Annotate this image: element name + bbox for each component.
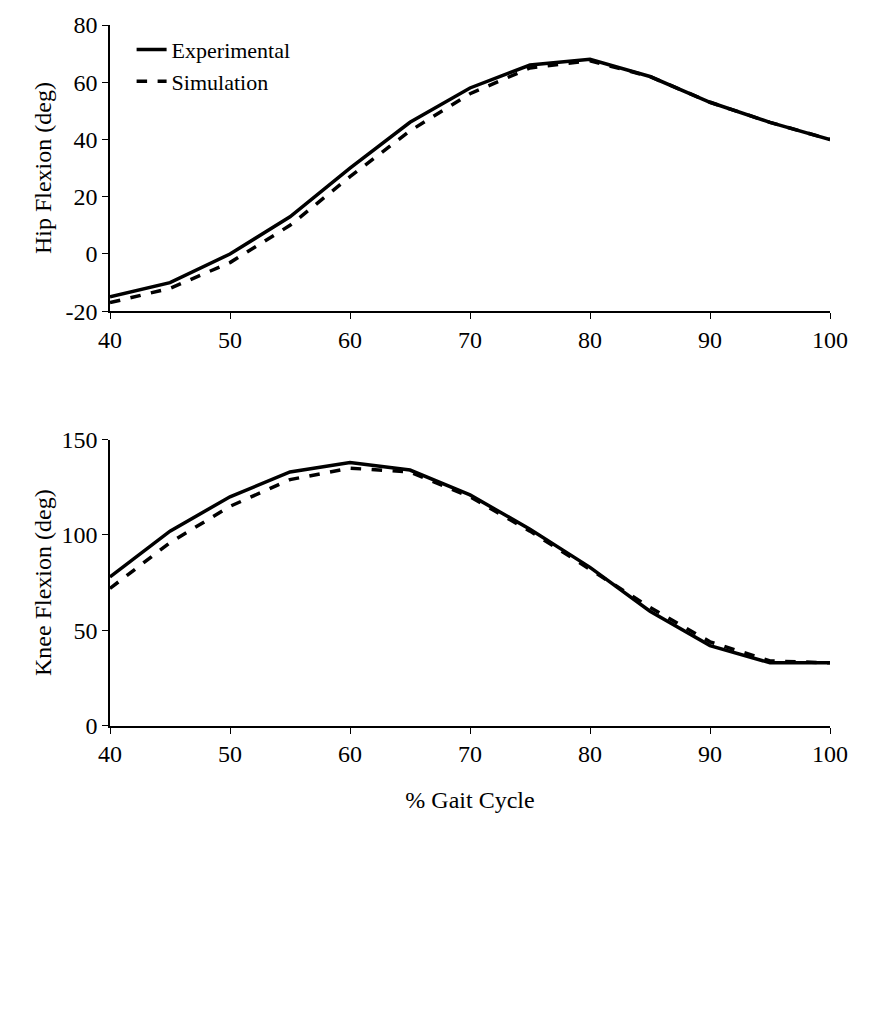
- svg-text:60: 60: [73, 70, 97, 96]
- svg-text:Knee Flexion (deg): Knee Flexion (deg): [31, 489, 57, 676]
- svg-text:70: 70: [458, 327, 482, 353]
- svg-text:80: 80: [73, 12, 97, 38]
- svg-text:50: 50: [218, 741, 242, 767]
- svg-text:40: 40: [73, 127, 97, 153]
- svg-text:80: 80: [578, 741, 602, 767]
- svg-text:80: 80: [578, 327, 602, 353]
- svg-text:20: 20: [73, 184, 97, 210]
- svg-text:150: 150: [61, 427, 97, 453]
- svg-text:50: 50: [73, 618, 97, 644]
- svg-text:40: 40: [98, 327, 122, 353]
- svg-text:0: 0: [85, 241, 97, 267]
- svg-text:70: 70: [458, 741, 482, 767]
- svg-text:40: 40: [98, 741, 122, 767]
- svg-text:60: 60: [338, 741, 362, 767]
- svg-text:90: 90: [698, 741, 722, 767]
- svg-text:% Gait Cycle: % Gait Cycle: [405, 787, 534, 813]
- svg-text:-20: -20: [65, 299, 97, 325]
- svg-text:Simulation: Simulation: [172, 70, 269, 95]
- svg-text:0: 0: [85, 713, 97, 739]
- svg-text:100: 100: [812, 327, 848, 353]
- svg-text:Hip Flexion (deg): Hip Flexion (deg): [31, 82, 57, 254]
- svg-text:60: 60: [338, 327, 362, 353]
- svg-text:90: 90: [698, 327, 722, 353]
- svg-text:Experimental: Experimental: [172, 38, 291, 63]
- svg-text:100: 100: [61, 522, 97, 548]
- svg-text:50: 50: [218, 327, 242, 353]
- svg-text:100: 100: [812, 741, 848, 767]
